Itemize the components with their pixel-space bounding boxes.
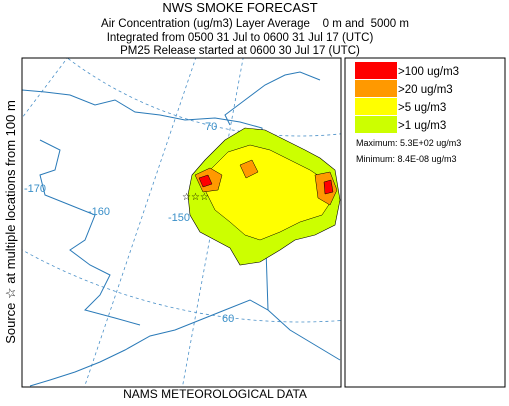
graticule [181,58,244,387]
grid-label: 70 [205,121,217,133]
source-stars: ☆☆☆ [182,192,209,203]
grid-label: -170 [24,183,46,195]
graticule [83,58,197,387]
map-frame [21,57,342,388]
legend-swatch [355,116,397,133]
release-text: PM25 Release started at 0600 30 Jul 17 (… [120,45,360,57]
legend-label: >100 ug/m3 [398,66,459,78]
title: NWS SMOKE FORECAST [162,0,317,15]
side-label: Source ☆ at multiple locations from 100 … [3,100,18,344]
smoke-area [204,144,333,241]
legend-swatch [355,62,397,79]
smoke-area [198,174,334,195]
legend-swatch [355,80,397,97]
grid-label: 60 [222,313,234,325]
subtitle: Air Concentration (ug/m3) Layer Average … [101,18,409,30]
graticule [66,58,341,137]
footer: NAMS METEOROLOGICAL DATA [123,387,307,401]
smoke-area [194,159,338,206]
grid-label: -150 [168,212,190,224]
legend-label: >20 ug/m3 [398,84,453,96]
legend-label: >5 ug/m3 [398,102,446,114]
integrated-text: Integrated from 0500 31 Jul to 0600 31 J… [107,32,374,44]
minimum-text: Minimum: 8.4E-08 ug/m3 [356,154,457,164]
legend-swatch [355,98,397,115]
grid-label: -160 [88,206,110,218]
legend: >100 ug/m3 >20 ug/m3 >5 ug/m3 >1 ug/m3 [355,62,459,133]
maximum-text: Maximum: 5.3E+02 ug/m3 [356,138,461,148]
legend-label: >1 ug/m3 [398,120,446,132]
